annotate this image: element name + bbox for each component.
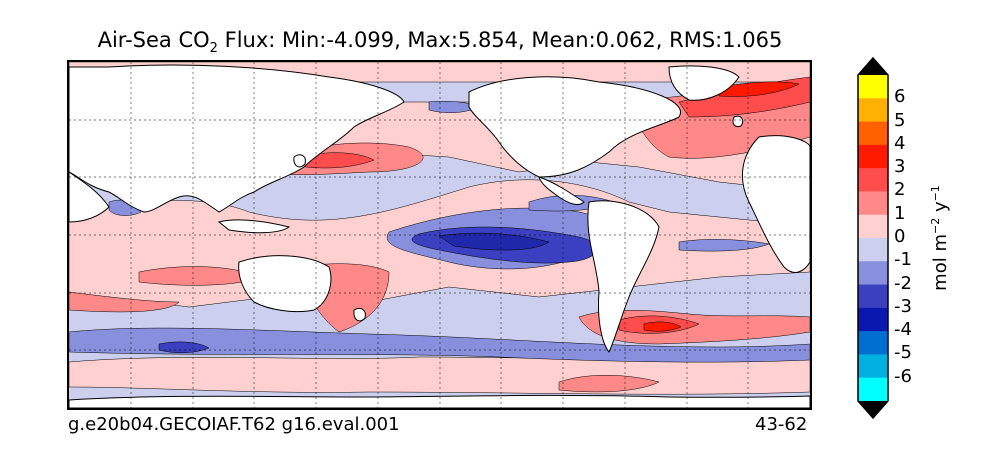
colorbar-swatch xyxy=(858,238,888,262)
colorbar-tick-label: 0 xyxy=(894,226,906,247)
graticule xyxy=(69,62,810,408)
colorbar-tick-label: -2 xyxy=(894,272,912,294)
colorbar-swatch xyxy=(858,168,888,192)
colorbar-swatch xyxy=(858,354,888,379)
colorbar-tick-label: 5 xyxy=(894,109,906,131)
map-title: Air-Sea CO2 Flux: Min:-4.099, Max:5.854,… xyxy=(97,28,783,57)
colorbar-tick-label: 6 xyxy=(894,86,906,108)
negative-max-regions xyxy=(438,232,550,251)
colorbar-tick-label: -4 xyxy=(894,319,912,341)
colorbar-swatches xyxy=(858,75,888,402)
colorbar-swatch xyxy=(858,214,888,239)
colorbar-bottom-arrow xyxy=(858,401,888,418)
colorbar-tick-label: 4 xyxy=(894,132,906,154)
colorbar-tick-label: -1 xyxy=(894,249,912,271)
colorbar-swatch xyxy=(858,121,888,146)
colorbar-swatch xyxy=(858,331,888,355)
colorbar-tick-label: -6 xyxy=(894,365,912,387)
land-masses xyxy=(69,64,810,408)
colorbar-swatch xyxy=(858,261,888,286)
colorbar-swatch xyxy=(858,144,888,169)
colorbar-swatch xyxy=(858,191,888,216)
year-range-label: 43-62 xyxy=(755,414,808,435)
colorbar-swatch xyxy=(858,98,888,123)
colorbar-swatch xyxy=(858,307,888,332)
colorbar-swatch xyxy=(858,284,888,309)
run-label: g.e20b04.GECOIAF.T62 g16.eval.001 xyxy=(68,414,400,435)
colorbar xyxy=(857,56,889,420)
colorbar-tick-label: 1 xyxy=(894,202,906,224)
colorbar-swatch xyxy=(858,377,888,402)
flux-map xyxy=(67,60,812,410)
colorbar-unit-label: mol m−2 y−1 xyxy=(929,185,951,291)
colorbar-tick-label: 3 xyxy=(894,156,906,178)
colorbar-tick-label: -5 xyxy=(894,342,912,364)
colorbar-tick-label: -3 xyxy=(894,295,912,317)
colorbar-swatch xyxy=(858,75,888,99)
colorbar-top-arrow xyxy=(858,58,888,75)
colorbar-tick-label: 2 xyxy=(894,179,906,201)
